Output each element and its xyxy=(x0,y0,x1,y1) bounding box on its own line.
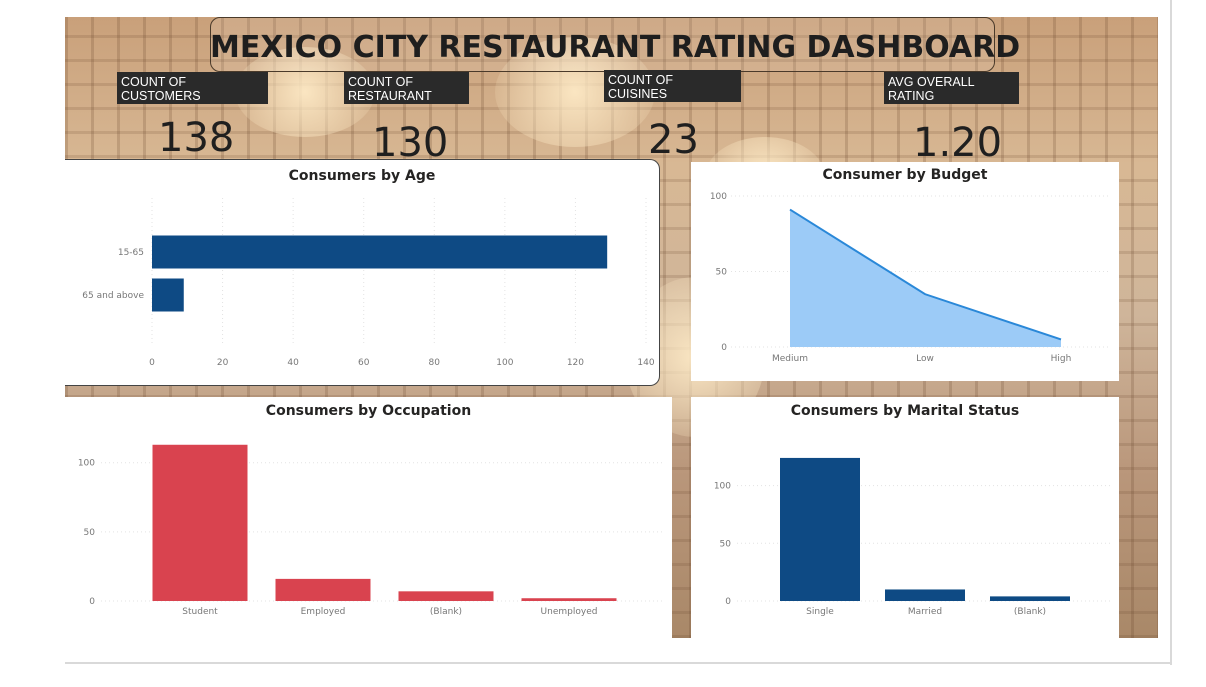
x-tick-label: 100 xyxy=(496,358,513,368)
marital-chart-svg: 0 50 100 Single Married (Blank) xyxy=(714,457,1111,617)
y-category-label: 15-65 xyxy=(118,248,144,258)
chart-title-occupation: Consumers by Occupation xyxy=(265,403,472,419)
x-tick-label: 0 xyxy=(149,358,155,368)
budget-chart-svg: 0 50 100 Medium Low High xyxy=(710,192,1111,364)
area-fill xyxy=(790,209,1061,347)
bar-65-and-above xyxy=(152,278,184,312)
kpi-label-restaurants: COUNT OF RESTAURANT xyxy=(344,72,469,104)
x-tick-label: 40 xyxy=(287,358,299,368)
x-category-label: Student xyxy=(182,607,218,617)
kpi-label-rating: AVG OVERALL RATING xyxy=(884,72,1019,104)
kpi-label-cuisines: COUNT OF CUISINES xyxy=(604,70,741,102)
bar-unemployed xyxy=(521,598,617,601)
occupation-chart-svg: 0 50 100 Student Employed (Blank) Unemployed xyxy=(78,444,665,617)
kpi-value-customers: 138 xyxy=(158,115,235,161)
x-category-label: Single xyxy=(806,607,834,617)
kpi-label-customers: COUNT OF CUSTOMERS xyxy=(117,72,268,104)
x-category-label: Low xyxy=(916,354,934,364)
bar--blank- xyxy=(398,591,494,601)
bar-employed xyxy=(275,578,371,601)
area-line xyxy=(789,208,1062,341)
x-category-label: Unemployed xyxy=(541,607,598,617)
chart-consumer-by-budget[interactable]: Consumer by Budget 0 50 100 Medium Low High xyxy=(691,162,1119,381)
y-tick-label: 0 xyxy=(721,343,727,353)
x-category-label: (Blank) xyxy=(1014,607,1046,617)
x-tick-label: 60 xyxy=(358,358,370,368)
y-tick-label: 100 xyxy=(714,482,731,492)
title-box xyxy=(210,17,995,72)
x-category-label: Employed xyxy=(301,607,346,617)
chart-title-age: Consumers by Age xyxy=(288,168,436,184)
x-tick-label: 120 xyxy=(567,358,584,368)
bar-student xyxy=(152,444,248,601)
y-tick-label: 50 xyxy=(84,528,96,538)
x-category-label: Married xyxy=(908,607,942,617)
x-tick-label: 20 xyxy=(217,358,229,368)
x-category-label: (Blank) xyxy=(430,607,462,617)
y-tick-label: 50 xyxy=(720,539,732,549)
kpi-value-rating: 1.20 xyxy=(913,120,1003,166)
y-tick-label: 0 xyxy=(725,597,731,607)
bar-single xyxy=(780,457,860,601)
chart-consumers-by-age[interactable]: Consumers by Age 0 20 40 60 80 100 120 140 15-65… xyxy=(65,159,660,386)
kpi-value-cuisines: 23 xyxy=(648,117,699,163)
y-tick-label: 100 xyxy=(710,192,727,202)
x-category-label: High xyxy=(1051,354,1072,364)
y-tick-label: 50 xyxy=(716,268,728,278)
y-tick-label: 0 xyxy=(89,597,95,607)
chart-title-budget: Consumer by Budget xyxy=(822,167,988,183)
x-tick-label: 80 xyxy=(429,358,441,368)
chart-title-marital: Consumers by Marital Status xyxy=(790,403,1020,419)
dashboard-title: MEXICO CITY RESTAURANT RATING DASHBOARD xyxy=(210,30,1021,65)
y-category-label: 65 and above xyxy=(82,291,144,301)
bar-15-65 xyxy=(152,235,608,269)
x-tick-label: 140 xyxy=(637,358,654,368)
age-chart-svg: 0 20 40 60 80 100 120 140 15-65 65 and above xyxy=(82,198,655,368)
y-tick-label: 100 xyxy=(78,459,95,469)
kpi-value-restaurants: 130 xyxy=(372,120,449,166)
bar--blank- xyxy=(990,596,1070,601)
chart-consumers-by-marital-status[interactable]: Consumers by Marital Status 0 50 100 Single… xyxy=(691,397,1119,638)
chart-consumers-by-occupation[interactable]: Consumers by Occupation 0 50 100 Student Emp… xyxy=(65,397,672,638)
x-category-label: Medium xyxy=(772,354,808,364)
bar-married xyxy=(885,589,965,601)
